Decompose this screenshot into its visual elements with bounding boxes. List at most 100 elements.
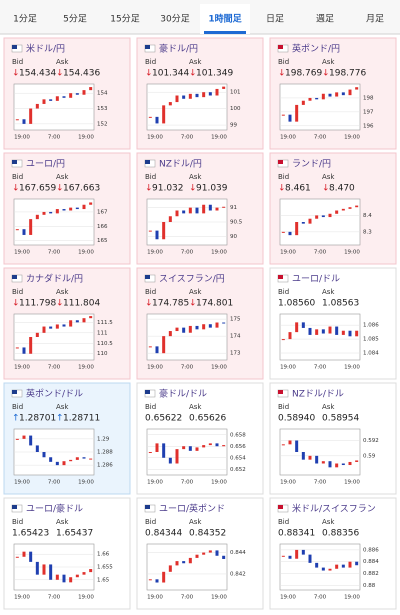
candle — [288, 231, 292, 236]
flag-mark — [12, 160, 17, 164]
candle — [328, 326, 332, 334]
candle — [281, 444, 285, 446]
candle — [215, 322, 219, 328]
candle — [202, 92, 206, 98]
y-tick-label: 101 — [230, 90, 241, 96]
change-arrow: ↓ — [322, 69, 330, 79]
x-tick-label: 19:00 — [280, 365, 296, 371]
candle — [321, 329, 325, 334]
candle — [35, 445, 39, 452]
y-tick-label: 175 — [230, 317, 241, 323]
tab[interactable]: 週足 — [316, 14, 334, 25]
candle — [295, 322, 299, 333]
pair-name: ユーロ/豪ドル — [26, 503, 83, 515]
pair-name: 豪ドル/円 — [159, 43, 198, 55]
candle — [35, 561, 39, 575]
x-tick-label: 19:00 — [344, 595, 360, 601]
change-arrow: ↓ — [12, 184, 20, 194]
candle — [315, 562, 319, 568]
candle — [55, 324, 59, 329]
y-tick-label: 0.59 — [363, 453, 376, 459]
x-tick-label: 7:00 — [181, 480, 194, 486]
candle — [75, 574, 79, 578]
pair-name: 豪ドル/ドル — [159, 388, 207, 400]
tab[interactable]: 5分足 — [63, 14, 87, 25]
pair-name: スイスフラン/円 — [159, 274, 225, 285]
candle — [69, 93, 73, 98]
candle — [148, 452, 152, 453]
candle — [222, 445, 226, 447]
tab[interactable]: 1分足 — [13, 14, 37, 25]
x-tick-label: 19:00 — [211, 135, 227, 141]
tab[interactable]: 15分足 — [110, 14, 139, 25]
candle — [295, 440, 299, 452]
candle — [215, 550, 219, 556]
candle — [222, 322, 226, 324]
candle — [348, 461, 352, 466]
candle — [15, 119, 19, 121]
bid-label: Bid — [278, 518, 289, 526]
candle — [75, 457, 79, 460]
y-tick-label: 0.882 — [363, 571, 379, 577]
candle — [182, 446, 186, 450]
candle — [15, 347, 19, 349]
pair-name: NZドル/ドル — [292, 390, 344, 400]
flag-mark — [278, 505, 283, 509]
tab[interactable]: 日足 — [266, 14, 284, 25]
chart-frame — [146, 313, 228, 361]
y-tick-label: 153 — [97, 106, 108, 112]
candle — [328, 461, 332, 468]
candle — [321, 215, 325, 218]
candle — [35, 214, 39, 220]
x-tick-label: 19:00 — [78, 365, 94, 371]
x-tick-label: 7:00 — [314, 250, 327, 256]
tab[interactable]: 1時間足 — [208, 13, 242, 25]
tab[interactable]: 30分足 — [160, 14, 189, 25]
x-tick-label: 19:00 — [147, 365, 163, 371]
candle — [168, 216, 172, 222]
candle — [335, 564, 339, 569]
y-tick-label: 0.884 — [363, 559, 379, 565]
ask-label: Ask — [322, 58, 335, 66]
y-tick-label: 1.29 — [97, 436, 110, 442]
candle — [308, 455, 312, 460]
candle — [202, 552, 206, 555]
candle — [42, 564, 46, 575]
candle — [315, 455, 319, 464]
bid-label: Bid — [278, 58, 289, 66]
candle — [62, 209, 66, 211]
candle — [182, 95, 186, 99]
candle — [49, 211, 53, 214]
flag-mark — [12, 275, 17, 279]
tab[interactable]: 月足 — [366, 14, 384, 25]
ask-price: 1.28711 — [63, 414, 100, 424]
change-arrow: ↓ — [12, 299, 20, 309]
ask-label: Ask — [56, 173, 69, 181]
change-arrow: ↓ — [56, 69, 64, 79]
bid-price: 8.461 — [285, 184, 311, 194]
candle — [301, 222, 305, 224]
flag-mark — [145, 505, 150, 509]
candle — [168, 102, 172, 106]
candle — [182, 327, 186, 333]
ask-label: Ask — [189, 403, 202, 411]
candle — [22, 551, 26, 557]
chart-frame — [279, 543, 361, 591]
bid-label: Bid — [12, 403, 23, 411]
candle — [308, 327, 312, 335]
